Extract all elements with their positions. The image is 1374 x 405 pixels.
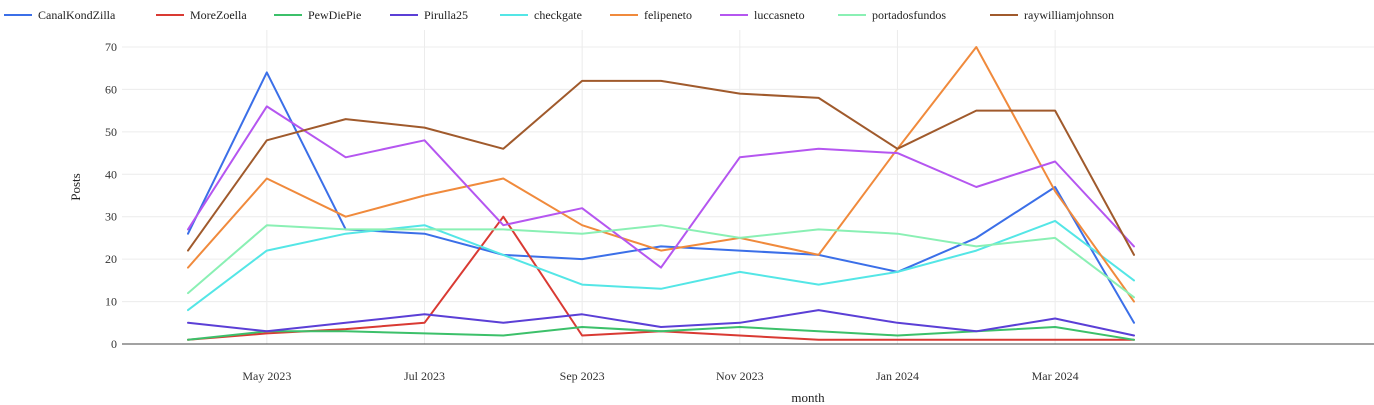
x-tick-label: Jul 2023	[404, 369, 445, 383]
series-line-morezoella[interactable]	[187, 215, 1135, 341]
y-tick-label: 0	[111, 337, 117, 351]
legend-label: raywilliamjohnson	[1024, 7, 1114, 22]
legend-label: checkgate	[534, 7, 582, 22]
y-tick-label: 50	[105, 125, 117, 139]
x-tick-label: Nov 2023	[716, 369, 764, 383]
legend: CanalKondZilla MoreZoella PewDiePie Pirulla…	[4, 6, 1140, 24]
legend-label: MoreZoella	[190, 7, 247, 22]
grid	[122, 30, 1374, 344]
x-tick-label: Sep 2023	[560, 369, 605, 383]
x-axis: May 2023 Jul 2023 Sep 2023 Nov 2023 Jan 2024…	[122, 343, 1374, 383]
series-line-checkgate[interactable]	[187, 219, 1135, 312]
legend-label: felipeneto	[644, 7, 692, 22]
series-line-pirulla25[interactable]	[187, 309, 1135, 337]
x-tick-label: May 2023	[242, 369, 291, 383]
legend-swatch	[4, 14, 32, 16]
legend-swatch	[838, 14, 866, 16]
legend-item-felipeneto[interactable]: felipeneto	[610, 8, 720, 23]
series-group	[187, 46, 1135, 341]
legend-swatch	[500, 14, 528, 16]
x-axis-title: month	[791, 390, 825, 405]
legend-item-portadosfundos[interactable]: portadosfundos	[838, 8, 990, 23]
legend-label: luccasneto	[754, 7, 805, 22]
legend-item-canalkondzilla[interactable]: CanalKondZilla	[4, 8, 156, 23]
legend-label: portadosfundos	[872, 7, 946, 22]
legend-swatch	[274, 14, 302, 16]
x-tick-label: Mar 2024	[1032, 369, 1079, 383]
y-axis-title: Posts	[68, 173, 83, 200]
legend-item-pirulla25[interactable]: Pirulla25	[390, 8, 500, 23]
series-line-portadosfundos[interactable]	[187, 224, 1135, 299]
legend-item-pewdiepie[interactable]: PewDiePie	[274, 8, 390, 23]
legend-swatch	[390, 14, 418, 16]
y-tick-label: 40	[105, 167, 117, 181]
y-tick-label: 60	[105, 82, 117, 96]
y-tick-label: 70	[105, 40, 117, 54]
y-tick-label: 20	[105, 252, 117, 266]
legend-item-checkgate[interactable]: checkgate	[500, 8, 610, 23]
legend-swatch	[990, 14, 1018, 16]
legend-item-raywilliamjohnson[interactable]: raywilliamjohnson	[990, 8, 1140, 23]
legend-item-luccasneto[interactable]: luccasneto	[720, 8, 838, 23]
series-line-felipeneto[interactable]	[187, 46, 1135, 303]
series-line-raywilliamjohnson[interactable]	[187, 79, 1135, 256]
legend-label: CanalKondZilla	[38, 7, 116, 22]
x-tick-label: Jan 2024	[876, 369, 919, 383]
legend-swatch	[156, 14, 184, 16]
y-tick-label: 10	[105, 295, 117, 309]
series-line-luccasneto[interactable]	[187, 105, 1135, 269]
y-tick-label: 30	[105, 210, 117, 224]
legend-swatch	[610, 14, 638, 16]
y-axis: 0 10 20 30 40 50 60 70	[105, 40, 117, 351]
legend-swatch	[720, 14, 748, 16]
legend-label: PewDiePie	[308, 7, 362, 22]
legend-item-morezoella[interactable]: MoreZoella	[156, 8, 274, 23]
legend-label: Pirulla25	[424, 7, 468, 22]
